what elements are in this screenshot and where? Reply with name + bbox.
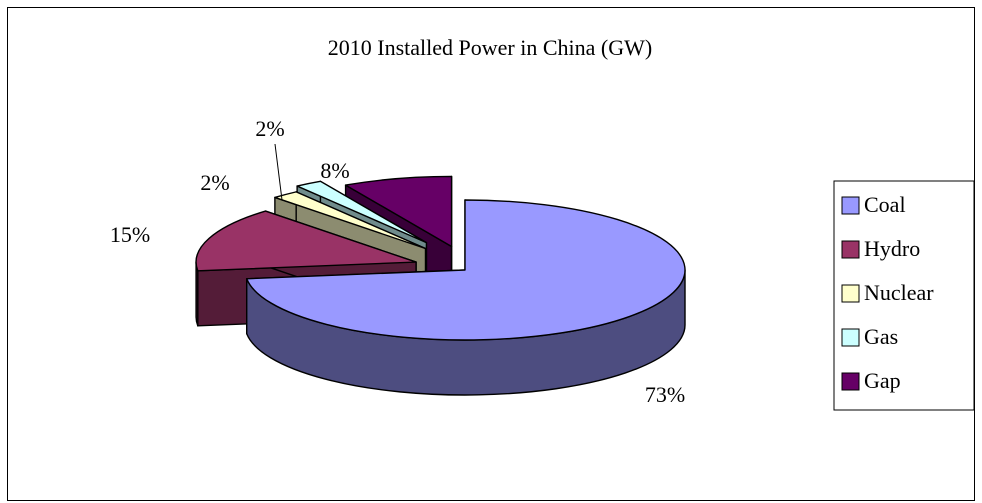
- data-label-gas: 2%: [255, 116, 284, 141]
- legend-swatch-coal: [841, 196, 860, 215]
- legend-label-nuclear: Nuclear: [864, 280, 934, 305]
- chart-title: 2010 Installed Power in China (GW): [328, 35, 652, 60]
- legend-label-coal: Coal: [864, 192, 906, 217]
- legend-swatch-hydro: [841, 240, 860, 259]
- legend-swatch-gas: [841, 328, 860, 347]
- pie-labels: 73% 15% 2% 2% 8%: [110, 116, 685, 407]
- legend-swatch-nuclear: [841, 284, 860, 303]
- legend: Coal Hydro Nuclear Gas Gap: [833, 180, 975, 411]
- data-label-hydro: 15%: [110, 222, 150, 247]
- legend-label-gap: Gap: [864, 368, 901, 393]
- pie-slices: [195, 175, 686, 396]
- leader-line: [274, 143, 283, 201]
- legend-label-gas: Gas: [864, 324, 898, 349]
- legend-label-hydro: Hydro: [864, 236, 920, 261]
- data-label-coal: 73%: [645, 382, 685, 407]
- data-label-nuclear: 2%: [200, 170, 229, 195]
- data-label-gap: 8%: [320, 158, 349, 183]
- pie-slice-coal: [246, 199, 686, 396]
- legend-swatch-gap: [841, 372, 860, 391]
